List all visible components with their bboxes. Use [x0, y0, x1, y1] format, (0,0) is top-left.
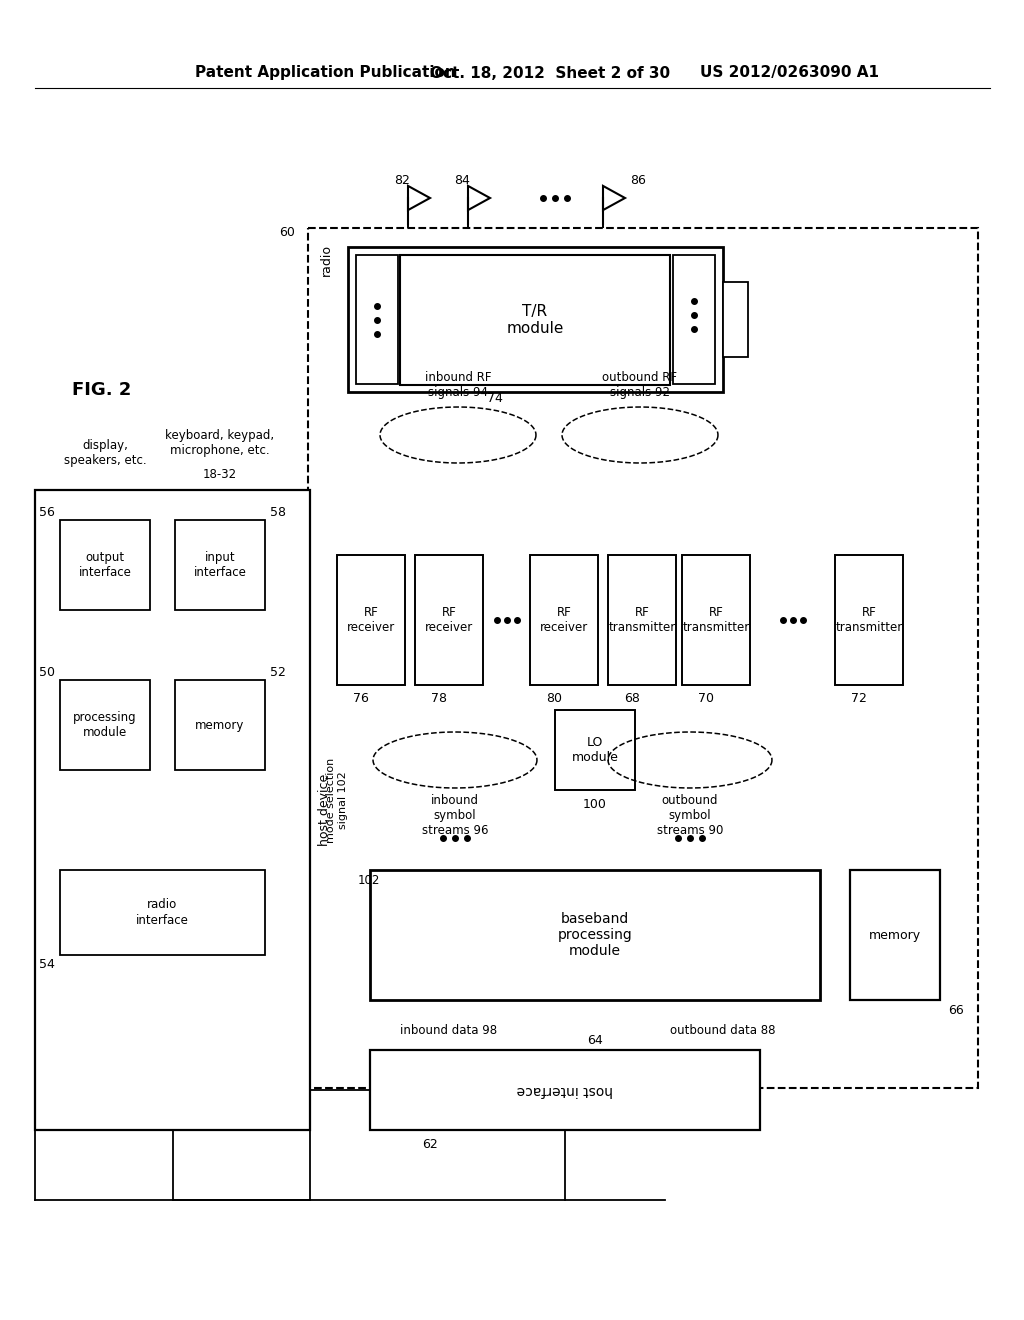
Bar: [35, 490, 310, 1130]
Text: Oct. 18, 2012  Sheet 2 of 30: Oct. 18, 2012 Sheet 2 of 30: [430, 66, 670, 81]
Bar: [308, 228, 978, 1088]
Bar: [608, 554, 676, 685]
Text: memory: memory: [869, 928, 921, 941]
Text: 62: 62: [422, 1138, 438, 1151]
Bar: [356, 255, 398, 384]
Bar: [415, 554, 483, 685]
Text: RF
transmitter: RF transmitter: [836, 606, 902, 634]
Text: US 2012/0263090 A1: US 2012/0263090 A1: [700, 66, 879, 81]
Text: outbound RF
signals 92: outbound RF signals 92: [602, 371, 678, 399]
Bar: [348, 247, 723, 392]
Text: outbound
symbol
streams 90: outbound symbol streams 90: [656, 793, 723, 837]
Text: RF
transmitter: RF transmitter: [608, 606, 676, 634]
Text: host interface: host interface: [517, 1082, 613, 1097]
Bar: [60, 870, 265, 954]
Bar: [673, 255, 715, 384]
Text: display,
speakers, etc.: display, speakers, etc.: [63, 440, 146, 467]
Polygon shape: [603, 186, 625, 210]
Text: keyboard, keypad,
microphone, etc.: keyboard, keypad, microphone, etc.: [166, 429, 274, 457]
Text: 74: 74: [487, 392, 503, 405]
Bar: [555, 710, 635, 789]
Bar: [682, 554, 750, 685]
Bar: [370, 870, 820, 1001]
Bar: [530, 554, 598, 685]
Text: 70: 70: [698, 693, 714, 705]
Text: 64: 64: [587, 1034, 603, 1047]
Bar: [723, 282, 748, 356]
Text: 60: 60: [280, 227, 295, 239]
Text: 68: 68: [624, 693, 640, 705]
Text: baseband
processing
module: baseband processing module: [558, 912, 633, 958]
Text: 76: 76: [353, 693, 369, 705]
Text: outbound data 88: outbound data 88: [670, 1023, 775, 1036]
Text: T/R
module: T/R module: [506, 304, 563, 337]
Text: RF
transmitter: RF transmitter: [682, 606, 750, 634]
Polygon shape: [408, 186, 430, 210]
Text: RF
receiver: RF receiver: [540, 606, 588, 634]
Text: input
interface: input interface: [194, 550, 247, 579]
Polygon shape: [468, 186, 490, 210]
Text: inbound RF
signals 94: inbound RF signals 94: [425, 371, 492, 399]
Text: 54: 54: [39, 958, 55, 972]
Text: 82: 82: [394, 173, 410, 186]
Text: 100: 100: [583, 797, 607, 810]
Bar: [337, 554, 406, 685]
Text: processing
module: processing module: [73, 711, 137, 739]
Bar: [850, 870, 940, 1001]
Text: 18-32: 18-32: [203, 469, 238, 482]
Bar: [175, 520, 265, 610]
Text: host device: host device: [318, 774, 331, 846]
Text: 84: 84: [454, 173, 470, 186]
Text: radio: radio: [319, 244, 333, 276]
Bar: [370, 1049, 760, 1130]
Text: 58: 58: [270, 506, 286, 519]
Bar: [60, 520, 150, 610]
Text: output
interface: output interface: [79, 550, 131, 579]
Text: 86: 86: [630, 173, 646, 186]
Text: LO
module: LO module: [571, 737, 618, 764]
Text: inbound
symbol
streams 96: inbound symbol streams 96: [422, 793, 488, 837]
Bar: [60, 680, 150, 770]
Text: RF
receiver: RF receiver: [425, 606, 473, 634]
Text: radio
interface: radio interface: [136, 899, 189, 927]
Text: 80: 80: [546, 693, 562, 705]
Text: FIG. 2: FIG. 2: [72, 381, 131, 399]
Text: 50: 50: [39, 665, 55, 678]
Text: memory: memory: [196, 718, 245, 731]
Text: Patent Application Publication: Patent Application Publication: [195, 66, 456, 81]
Bar: [835, 554, 903, 685]
Text: 102: 102: [358, 874, 380, 887]
Bar: [400, 255, 670, 385]
Text: 52: 52: [270, 665, 286, 678]
Text: 78: 78: [431, 693, 447, 705]
Text: inbound data 98: inbound data 98: [400, 1023, 497, 1036]
Text: 66: 66: [948, 1003, 964, 1016]
Bar: [175, 680, 265, 770]
Text: 56: 56: [39, 506, 55, 519]
Text: 72: 72: [851, 693, 867, 705]
Text: RF
receiver: RF receiver: [347, 606, 395, 634]
Text: mode selection
signal 102: mode selection signal 102: [327, 758, 348, 842]
